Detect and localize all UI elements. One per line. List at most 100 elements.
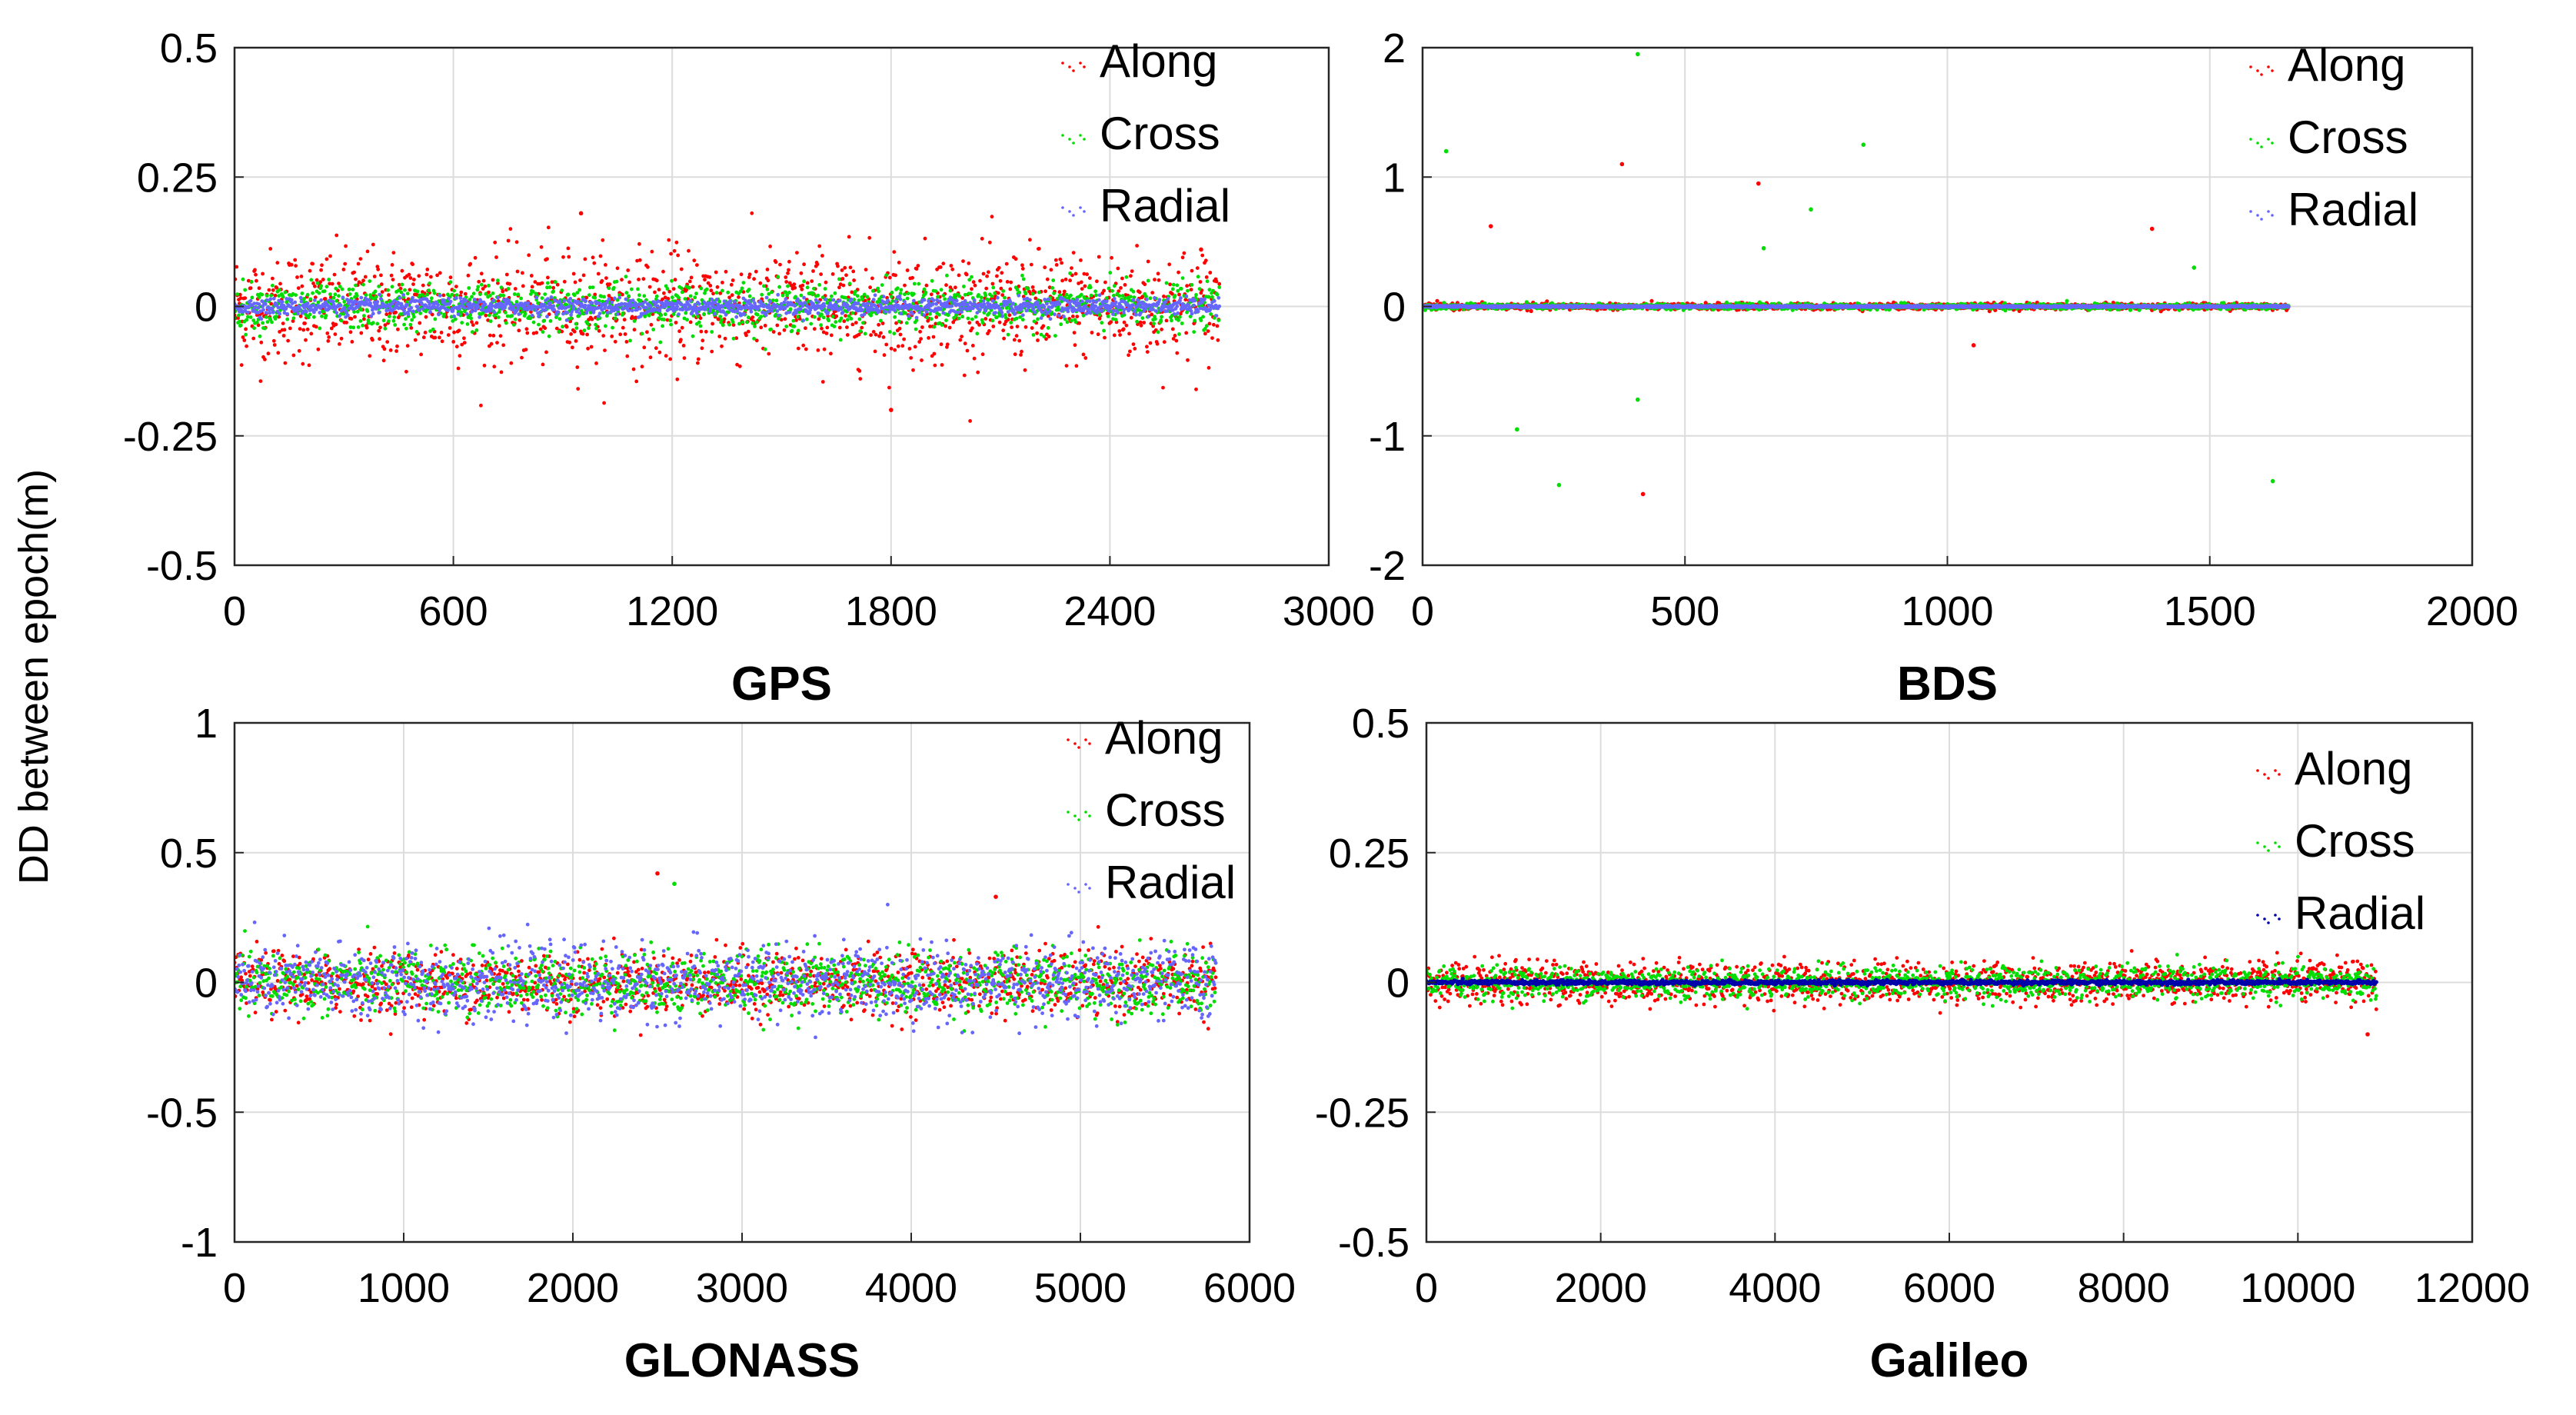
data-point [815,262,820,267]
data-point [687,279,692,284]
data-point [1039,332,1043,337]
data-point [373,289,378,294]
data-point [657,350,662,355]
data-point [486,318,490,322]
data-point [1063,277,1068,281]
data-point [272,343,277,347]
data-point [441,293,446,298]
data-point [513,317,518,321]
data-point [1157,298,1162,302]
data-point [265,320,270,324]
data-point [840,311,845,315]
data-point [970,287,973,291]
data-point [1178,315,1182,319]
data-point [566,292,571,297]
data-point [897,261,901,265]
data-point [780,293,785,298]
data-point [436,303,440,307]
data-point [470,310,474,314]
data-point [847,314,851,318]
y-tick-label: -0.25 [123,414,218,460]
data-point [305,292,310,297]
data-point [749,309,754,314]
data-point [638,298,643,303]
data-point [1057,290,1062,295]
data-point [669,322,673,327]
data-point [665,318,670,322]
data-point [293,258,298,262]
data-point [820,380,825,384]
data-point [975,320,980,325]
data-point [648,304,653,308]
data-point [727,322,731,327]
data-point [799,271,804,275]
data-point [621,292,624,297]
data-point [1172,312,1177,316]
data-point [801,343,806,348]
data-point [405,291,410,296]
data-point [1020,263,1024,268]
data-point [1043,298,1047,301]
data-point [957,316,961,321]
data-point [313,284,317,288]
data-point [822,304,827,308]
data-point [501,343,506,348]
data-point [1031,306,1036,311]
data-point [816,293,820,298]
data-point [540,281,544,285]
data-point [681,308,685,311]
data-point [981,299,986,303]
data-point [483,302,488,307]
data-point [299,299,304,304]
data-point [454,293,459,298]
data-point [731,336,736,341]
data-point [732,299,737,304]
data-point [881,295,886,299]
data-point [585,332,589,337]
data-point [1177,332,1181,336]
data-point [470,320,474,325]
data-point [777,317,780,321]
data-point [333,332,338,336]
data-point [594,326,598,331]
data-point [382,347,387,351]
data-point [342,300,347,304]
data-point [246,278,251,283]
data-point [671,301,674,305]
x-tick-label: 1200 [626,588,718,634]
data-point [451,340,456,344]
data-point [718,315,723,318]
data-point [438,271,442,275]
data-point [969,291,973,295]
data-point [796,346,800,351]
data-point [245,318,248,322]
data-point [671,287,676,291]
data-point [494,255,498,259]
data-point [659,313,664,318]
data-point [1017,293,1021,298]
data-point [962,373,967,378]
data-point [708,306,713,311]
data-point [645,330,649,335]
data-point [1077,321,1081,325]
data-point [454,296,458,301]
data-point [271,306,275,311]
data-point [954,285,957,290]
data-point [673,278,677,282]
data-point [1054,263,1059,267]
data-point [960,335,964,338]
data-point [661,324,664,328]
data-point [1179,296,1183,300]
data-point [862,312,867,316]
data-point [244,332,248,337]
data-point [747,272,752,277]
data-point [886,298,890,303]
data-point [446,296,451,301]
data-point [812,286,816,291]
data-point [671,295,674,300]
data-point [947,298,951,302]
data-point [767,303,771,308]
data-point [833,291,837,295]
data-point [512,292,517,296]
data-point [243,296,248,300]
